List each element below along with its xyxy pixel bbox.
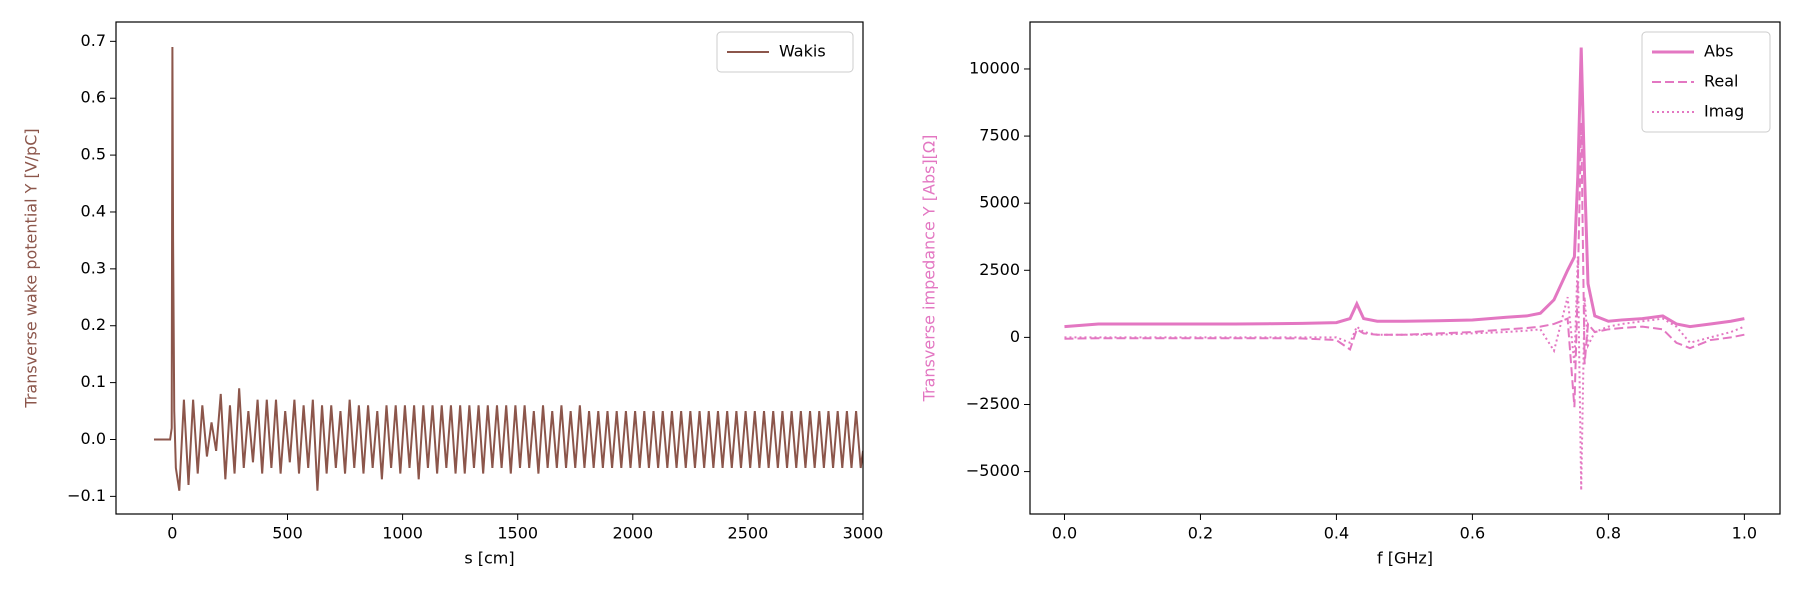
x-axis-label: f [GHz] [1377, 549, 1433, 568]
x-axis-label: s [cm] [464, 549, 514, 568]
y-tick-label: −0.1 [67, 486, 106, 505]
x-tick-label: 0.2 [1188, 524, 1213, 543]
legend-box [1641, 31, 1771, 133]
legend-label: Imag [1704, 102, 1744, 121]
x-tick-label: 0.4 [1324, 524, 1349, 543]
x-tick-label: 0.6 [1460, 524, 1485, 543]
plot-frame [115, 21, 864, 515]
y-tick-label: 0.5 [81, 145, 106, 164]
y-tick-label: 0.0 [81, 429, 106, 448]
y-tick-label: 2500 [979, 260, 1020, 279]
y-tick-label: 7500 [979, 126, 1020, 145]
y-tick-label: 0.6 [81, 88, 106, 107]
plot-frame [1029, 21, 1781, 515]
x-tick-label: 3000 [843, 524, 884, 543]
y-tick-label: 5000 [979, 193, 1020, 212]
y-tick-label: −5000 [966, 461, 1020, 480]
y-tick-label: 0.3 [81, 258, 106, 277]
x-tick-label: 1000 [382, 524, 423, 543]
x-tick-label: 0.0 [1052, 524, 1077, 543]
x-tick-label: 0.8 [1596, 524, 1621, 543]
legend-label: Real [1704, 72, 1739, 91]
y-tick-label: −2500 [966, 394, 1020, 413]
x-tick-label: 2000 [612, 524, 653, 543]
y-tick-label: 0.1 [81, 372, 106, 391]
y-tick-label: 0.2 [81, 315, 106, 334]
x-tick-label: 0 [167, 524, 177, 543]
y-tick-label: 0 [1010, 327, 1020, 346]
data-line [153, 47, 863, 491]
x-tick-label: 500 [272, 524, 303, 543]
y-tick-label: 0.4 [81, 201, 106, 220]
data-line [1064, 256, 1745, 491]
y-tick-label: 10000 [969, 58, 1020, 77]
x-tick-label: 1.0 [1732, 524, 1757, 543]
data-line [1064, 47, 1745, 329]
y-tick-label: 0.7 [81, 31, 106, 50]
y-axis-label: Transverse impedance Y [Abs][Ω] [920, 135, 939, 403]
data-line [1064, 122, 1745, 408]
legend-label: Wakis [779, 42, 826, 61]
x-tick-label: 2500 [728, 524, 769, 543]
legend-label: Abs [1704, 42, 1733, 61]
y-axis-label: Transverse wake potential Y [V/pC] [22, 128, 41, 408]
legend-box [716, 31, 854, 73]
x-tick-label: 1500 [497, 524, 538, 543]
